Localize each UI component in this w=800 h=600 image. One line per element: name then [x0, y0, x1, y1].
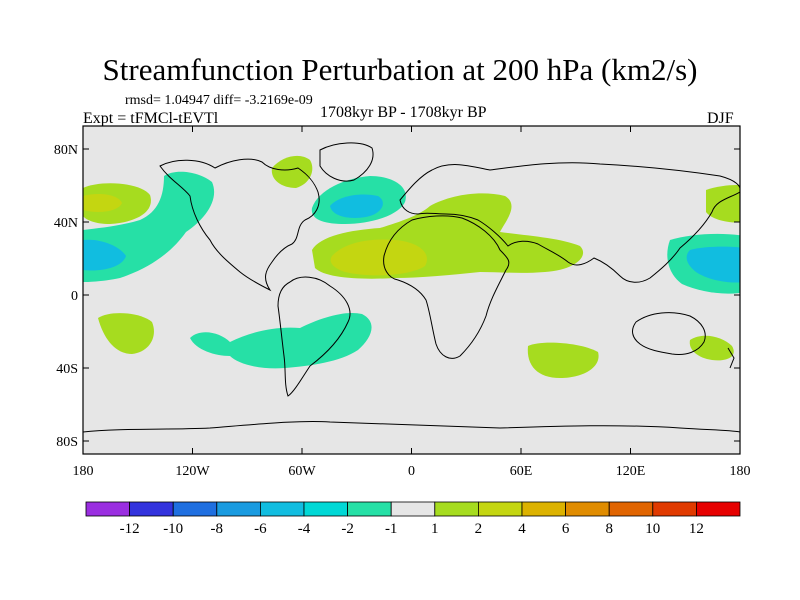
coastlines	[83, 142, 740, 433]
chart-title: Streamfunction Perturbation at 200 hPa (…	[102, 52, 698, 87]
stats-text: rmsd= 1.04947 diff= -3.2169e-09	[125, 93, 313, 108]
coast-north-america	[159, 158, 320, 292]
lat-ticks	[83, 148, 740, 442]
colorbar-label: -1	[385, 521, 398, 537]
colorbar-label: -12	[120, 521, 140, 537]
contour-w-pacific-neg-inner	[686, 246, 740, 283]
colorbar-box	[172, 501, 218, 517]
lat-label: 0	[71, 289, 78, 304]
lat-label: 80S	[56, 435, 78, 450]
colorbar-box	[652, 501, 697, 517]
colorbar-boxes	[85, 501, 741, 517]
contour-tasman-pos	[689, 335, 734, 361]
colorbar-label: 4	[518, 521, 526, 537]
colorbar-box	[434, 501, 479, 517]
coast-australia	[632, 312, 706, 355]
contour-n-atlantic-neg-inner	[330, 194, 383, 218]
colorbar-label: -4	[298, 521, 311, 537]
lat-label: 40N	[54, 216, 78, 231]
colorbar-label: 8	[605, 521, 613, 537]
colorbar-box	[85, 501, 130, 517]
coast-greenland	[319, 142, 374, 182]
coast-africa	[383, 215, 510, 359]
contour-s-indian-pos	[527, 342, 599, 378]
colorbar-label: 10	[645, 521, 660, 537]
contour-s-america-neg	[190, 312, 372, 369]
colorbar-label: -6	[254, 521, 267, 537]
lon-ticks	[192, 126, 631, 454]
colorbar-box	[259, 501, 305, 517]
lon-label: 120E	[616, 464, 646, 479]
colorbar-box	[521, 501, 566, 517]
colorbar-label: -8	[211, 521, 224, 537]
colorbar-label: 6	[562, 521, 570, 537]
colorbar-label: 1	[431, 521, 439, 537]
colorbar-box	[347, 501, 392, 517]
lon-label: 120W	[175, 464, 210, 479]
colorbar-box	[696, 501, 741, 517]
lon-label: 180	[73, 464, 94, 479]
lon-label: 60W	[288, 464, 316, 479]
colorbar-box	[608, 501, 654, 517]
colorbar-box	[477, 501, 523, 517]
colorbar-box	[390, 501, 436, 517]
lon-label: 60E	[510, 464, 533, 479]
season-label: DJF	[707, 110, 734, 127]
lat-label: 40S	[56, 362, 78, 377]
coast-new-zealand	[727, 347, 735, 369]
coast-eurasia	[399, 162, 740, 283]
lat-label: 80N	[54, 143, 78, 158]
lon-label: 0	[408, 464, 415, 479]
colorbar-box	[303, 501, 348, 517]
lon-label: 180	[730, 464, 751, 479]
experiment-label: Expt = tFMCl-tEVTl	[83, 110, 219, 127]
colorbar-label: 12	[689, 521, 704, 537]
coast-south-america	[277, 276, 351, 397]
contour-hudson-pos	[271, 155, 313, 188]
contour-s-pacific-pos	[98, 313, 154, 354]
contour-e-pacific-pos	[706, 185, 740, 223]
colorbar-box	[565, 501, 610, 517]
period-label: 1708kyr BP - 1708kyr BP	[320, 104, 487, 121]
colorbar-labels: -12 -10 -8 -6 -4 -2 -1 1 2 4 6 8 10 12	[120, 521, 704, 537]
contour-atlantic-africa-inner	[330, 239, 427, 276]
contour-n-pacific-neg-inner	[83, 239, 126, 271]
colorbar-label: -10	[163, 521, 183, 537]
contour-fills	[83, 155, 740, 378]
colorbar-label: 2	[475, 521, 483, 537]
contour-n-pacific-pos-inner	[83, 194, 122, 212]
colorbar-box	[216, 501, 261, 517]
colorbar-label: -2	[341, 521, 354, 537]
coast-antarctica	[83, 420, 740, 433]
colorbar-box	[129, 501, 174, 517]
